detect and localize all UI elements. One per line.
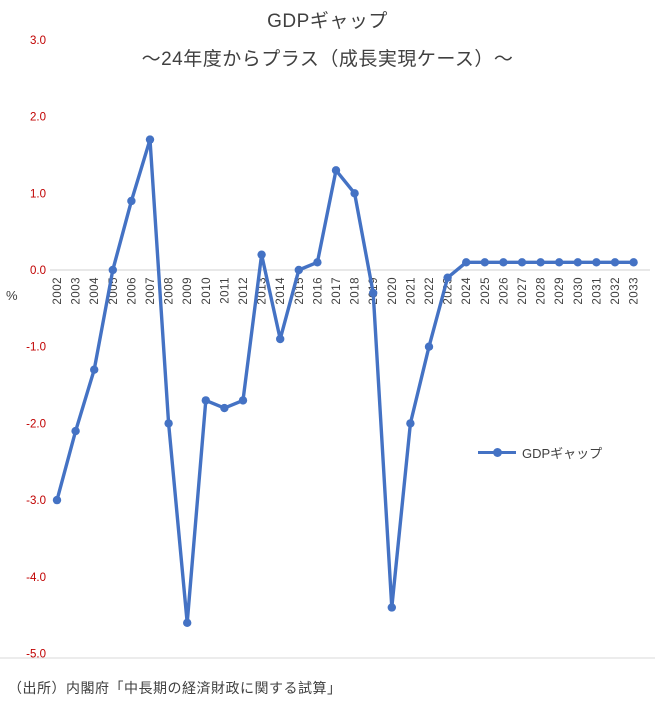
data-point-marker [331, 166, 341, 175]
legend: GDPギャップ [478, 443, 602, 462]
x-axis-label: 2031 [591, 277, 603, 305]
data-point-marker [499, 258, 508, 267]
data-point-marker [369, 288, 378, 298]
y-tick-label: -4.0 [26, 572, 46, 584]
y-tick-label: -1.0 [26, 342, 46, 354]
data-point-marker [276, 334, 285, 344]
x-axis-label: 2008 [164, 277, 176, 305]
chart-title: GDPギャップ [267, 11, 388, 32]
data-point-marker [90, 365, 99, 374]
x-axis-label: 2032 [610, 277, 622, 305]
x-axis-label: 2010 [201, 277, 213, 305]
x-axis-label: 2011 [219, 277, 231, 304]
x-axis-label: 2018 [350, 277, 362, 305]
data-point-marker [406, 419, 415, 428]
x-axis-label: 2025 [480, 277, 492, 305]
x-axis-label: 2021 [405, 277, 417, 305]
x-axis-label: 2004 [89, 277, 101, 305]
x-axis-label: 2024 [461, 277, 473, 305]
data-point-marker [294, 265, 303, 275]
x-axis-label: 2030 [573, 277, 585, 305]
x-axis-label: 2027 [517, 277, 529, 305]
x-axis-label: 2007 [145, 277, 157, 305]
x-axis-label: 2003 [71, 277, 83, 305]
data-point-marker [629, 258, 638, 267]
data-point-marker [424, 342, 434, 351]
x-axis-label: 2006 [126, 277, 138, 305]
data-point-marker [108, 265, 118, 275]
data-point-marker [238, 396, 248, 405]
x-axis-label: 2017 [331, 277, 343, 305]
data-point-marker [145, 135, 155, 144]
y-tick-label: -3.0 [26, 495, 46, 507]
data-point-marker [443, 273, 452, 282]
x-axis-label: 2020 [387, 277, 399, 305]
data-point-marker [164, 419, 173, 428]
x-axis-label: 2028 [536, 277, 548, 305]
data-point-marker [480, 258, 489, 267]
data-point-marker [350, 189, 359, 198]
x-axis-label: 2012 [238, 277, 250, 305]
data-point-marker [573, 258, 582, 267]
gdp-gap-series-line [55, 137, 636, 625]
y-axis-unit-label: % [6, 288, 18, 303]
y-tick-label: 2.0 [30, 112, 46, 124]
y-tick-label: -5.0 [26, 649, 46, 661]
data-point-marker [462, 258, 471, 267]
data-point-marker [387, 603, 396, 612]
data-point-marker [517, 258, 527, 267]
data-point-marker [555, 258, 564, 267]
x-axis-label: 2022 [424, 277, 436, 305]
data-point-marker [592, 258, 601, 267]
x-axis-label: 2033 [629, 277, 641, 305]
y-tick-label: 0.0 [30, 265, 46, 277]
data-point-marker [52, 495, 62, 505]
data-point-marker [610, 258, 620, 267]
data-point-marker [201, 396, 210, 405]
legend-line-marker-icon [478, 448, 516, 457]
x-axis-label: 2002 [52, 277, 64, 305]
x-axis-label: 2016 [312, 277, 324, 305]
x-axis-label: 2009 [182, 277, 194, 305]
legend-label: GDPギャップ [522, 446, 603, 461]
data-point-marker [127, 196, 136, 206]
data-point-marker [257, 250, 266, 259]
chart-subtitle: 〜24年度からプラス（成長実現ケース）〜 [141, 49, 514, 70]
x-axis-label: 2014 [275, 277, 287, 305]
y-tick-label: 3.0 [30, 35, 46, 47]
x-axis-label: 2013 [257, 277, 269, 305]
data-point-marker [220, 403, 229, 413]
data-point-marker [71, 426, 80, 436]
x-axis-label: 2029 [554, 277, 566, 305]
y-tick-label: 1.0 [30, 188, 46, 200]
data-point-marker [536, 258, 545, 267]
data-point-marker [183, 618, 192, 628]
data-point-marker [313, 258, 322, 267]
source-note: （出所）内閣府「中長期の経済財政に関する試算」 [8, 680, 342, 696]
y-tick-label: -2.0 [26, 418, 46, 430]
x-axis-label: 2026 [498, 277, 510, 305]
